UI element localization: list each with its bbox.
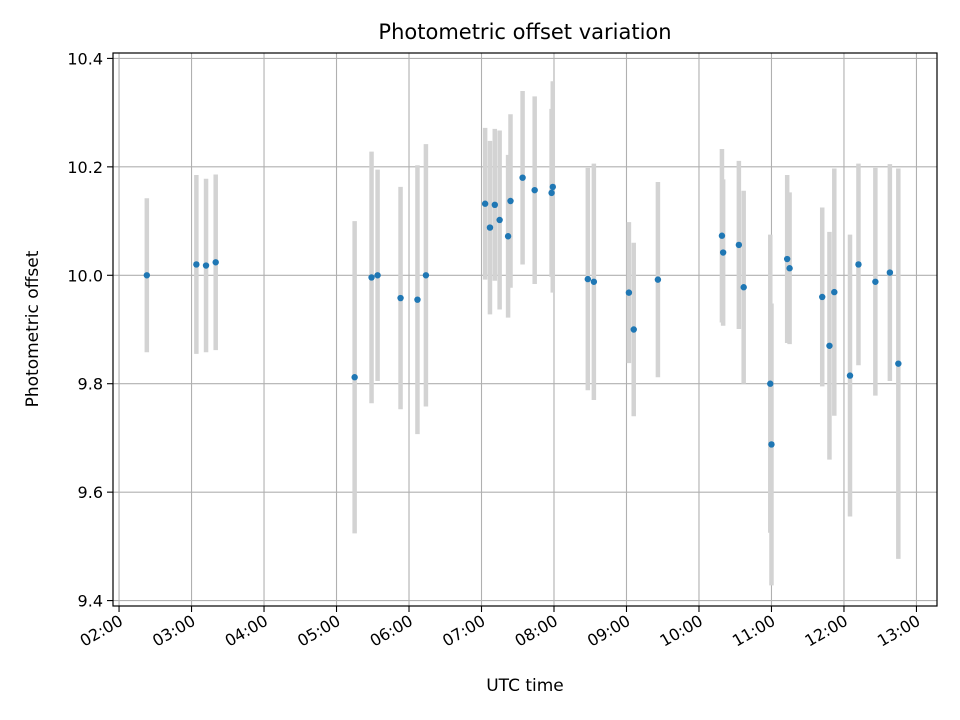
y-tick-label: 10.2 xyxy=(67,158,103,177)
data-point xyxy=(719,249,727,256)
data-point xyxy=(143,272,151,279)
data-point xyxy=(351,374,358,381)
data-point xyxy=(414,296,421,303)
data-point xyxy=(826,342,833,349)
data-point xyxy=(886,269,894,276)
y-tick-label: 9.4 xyxy=(78,592,103,611)
y-tick-label: 10.4 xyxy=(67,49,103,68)
data-point xyxy=(507,197,514,205)
data-points xyxy=(143,174,902,448)
data-point xyxy=(786,265,793,272)
data-point xyxy=(590,278,598,285)
data-point xyxy=(654,276,662,283)
data-point xyxy=(783,255,791,263)
y-axis-label: Photometric offset xyxy=(23,250,43,407)
data-point xyxy=(531,186,538,194)
data-point xyxy=(397,294,404,302)
data-point xyxy=(740,284,747,291)
data-point xyxy=(630,326,637,333)
data-point xyxy=(895,360,902,367)
data-point xyxy=(504,233,512,240)
data-point xyxy=(831,288,838,296)
data-point xyxy=(548,189,555,197)
data-point xyxy=(374,272,381,279)
data-point xyxy=(496,216,503,224)
data-point xyxy=(625,289,633,296)
data-point xyxy=(735,241,743,249)
data-point xyxy=(481,200,489,207)
y-axis-ticks: 9.4 9.6 9.8 10.0 10.2 10.4 xyxy=(67,49,113,611)
data-point xyxy=(202,262,210,269)
data-point xyxy=(872,278,879,285)
data-point xyxy=(718,232,726,239)
chart-title: Photometric offset variation xyxy=(378,20,671,44)
data-point xyxy=(368,274,375,281)
data-point xyxy=(422,272,430,279)
data-point xyxy=(519,174,526,181)
data-point xyxy=(584,275,592,283)
x-axis-label: UTC time xyxy=(486,676,564,696)
plot-frame xyxy=(112,52,938,607)
grid xyxy=(113,53,937,606)
y-tick-label: 9.8 xyxy=(78,375,103,394)
data-point xyxy=(549,183,556,191)
data-point xyxy=(819,293,826,301)
data-point xyxy=(855,261,862,268)
data-point xyxy=(193,261,200,268)
data-point xyxy=(491,201,498,209)
data-point xyxy=(767,380,774,387)
data-point xyxy=(486,224,494,231)
data-point xyxy=(846,372,854,379)
data-point xyxy=(212,259,219,266)
data-point xyxy=(768,441,775,448)
y-tick-label: 9.6 xyxy=(78,483,103,502)
y-tick-label: 10.0 xyxy=(67,266,103,285)
